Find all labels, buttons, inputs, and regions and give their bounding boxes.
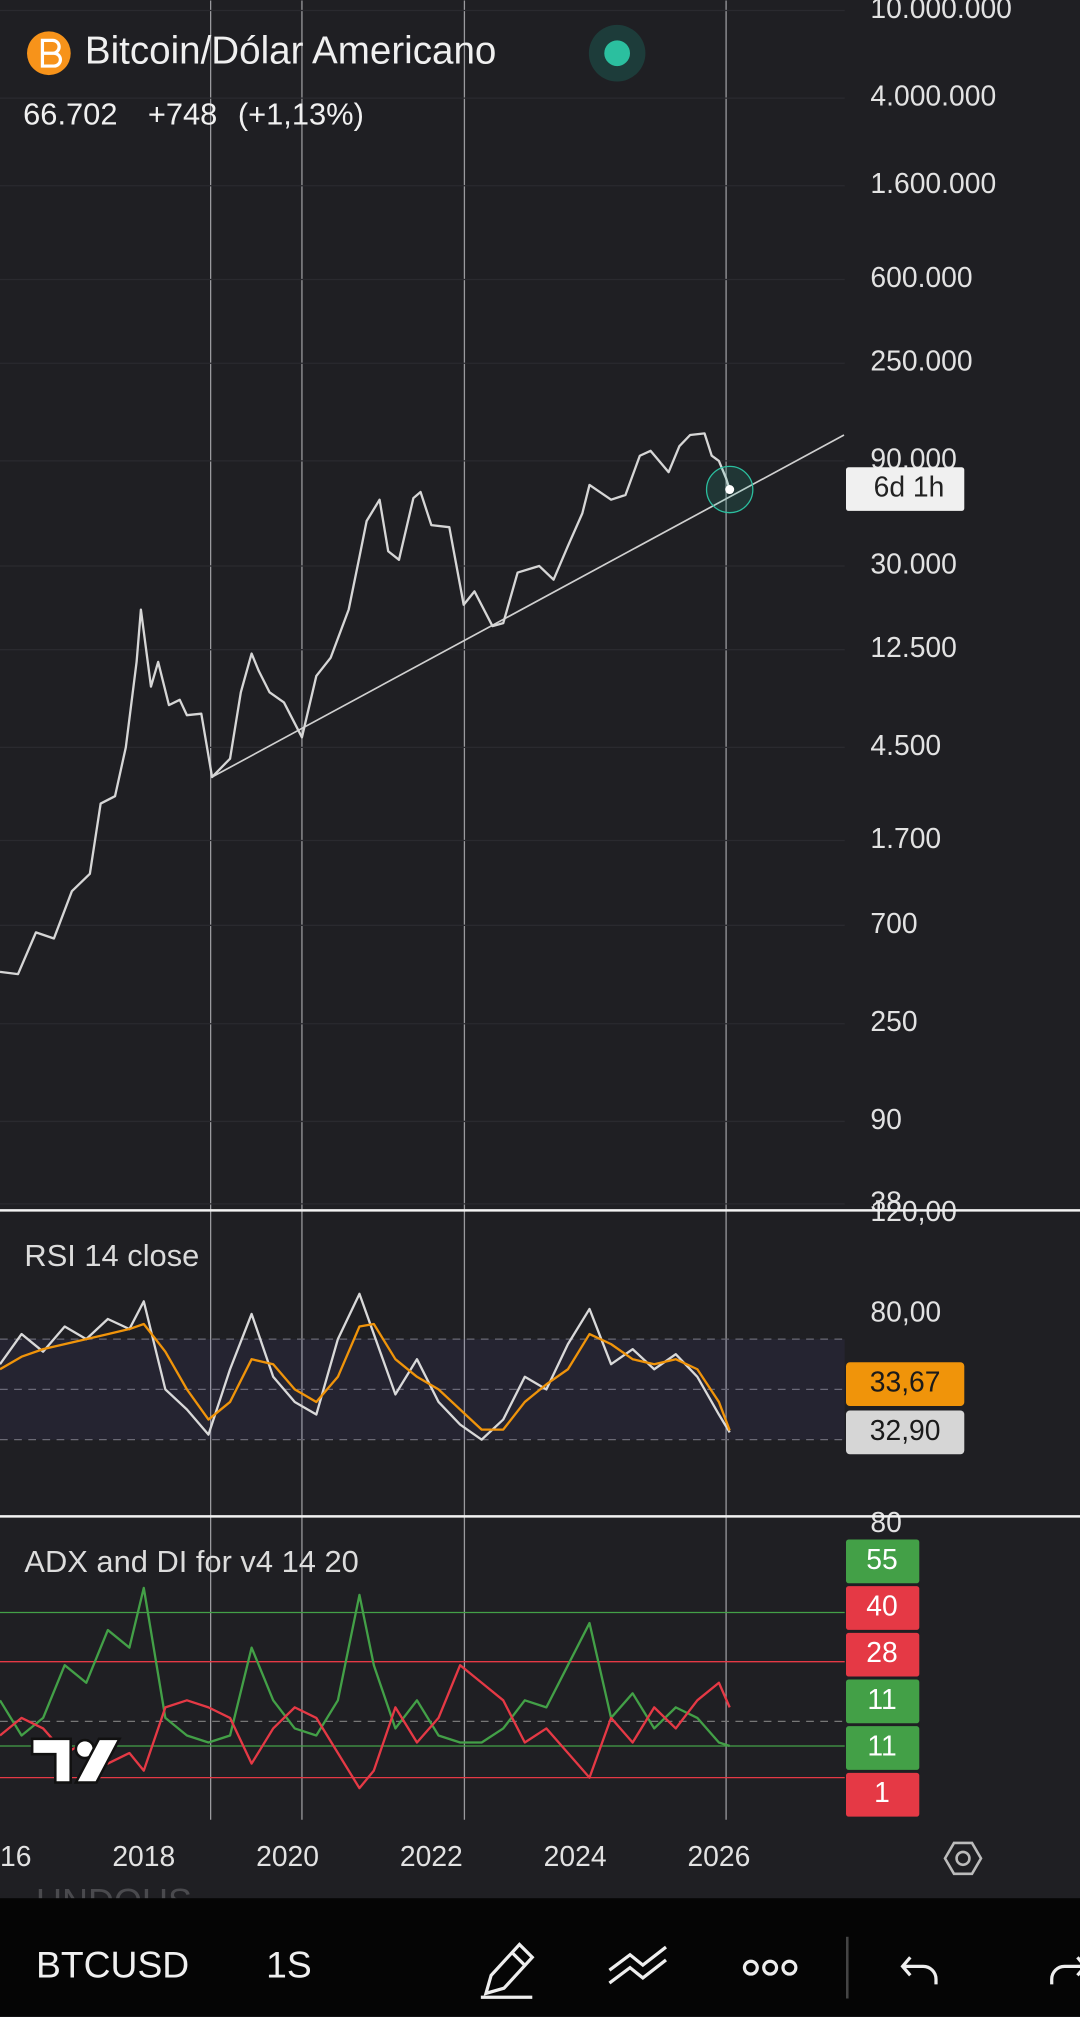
- last-value-tag: [846, 1362, 965, 1406]
- symbol-title[interactable]: Bitcoin/Dólar Americano: [85, 29, 497, 72]
- x-tick-label: 2026: [687, 1840, 750, 1872]
- y-tick-label: 38: [870, 1185, 901, 1217]
- series-line: [0, 1322, 731, 1431]
- more-icon[interactable]: [742, 1959, 798, 1976]
- toolbar-interval[interactable]: 1S: [266, 1943, 312, 1985]
- toolbar-symbol[interactable]: BTCUSD: [36, 1943, 189, 1985]
- x-tick-label: 2020: [256, 1840, 319, 1872]
- x-tick-label: 2024: [544, 1840, 607, 1872]
- pane-title: ADX and DI for v4 14 20: [24, 1544, 358, 1579]
- chart-area: 2016 2018 2020 2022 2024 2026 10.000.000 4.000.…: [0, 0, 1012, 1872]
- countdown-tag: [846, 467, 965, 511]
- value-tag-label: 11: [867, 1683, 896, 1715]
- last-value-tag: [846, 1410, 965, 1455]
- y-tick-label: 30.000: [870, 547, 956, 579]
- price-change: +748: [148, 96, 217, 131]
- value-tag-label: 11: [867, 1730, 896, 1762]
- last-value-label: 32,90: [870, 1414, 941, 1446]
- last-value-label: 33,67: [870, 1366, 941, 1398]
- series-line: [0, 432, 731, 976]
- value-tag: [846, 1726, 920, 1770]
- y-tick-label: 250.000: [870, 345, 972, 377]
- y-tick-label: 700: [870, 907, 917, 939]
- series-line: [0, 1664, 731, 1790]
- toolbar: [0, 1898, 1080, 2017]
- value-tag: [846, 1772, 920, 1817]
- y-tick-label: 4.000.000: [870, 80, 996, 112]
- tradingview-logo: [30, 1737, 122, 1784]
- last-price: 66.702: [23, 96, 117, 131]
- value-tag-label: 40: [866, 1589, 897, 1621]
- value-tag-label: 28: [866, 1636, 897, 1668]
- y-tick-label: 1.600.000: [870, 167, 996, 199]
- last-point: [725, 485, 735, 495]
- coin-glyph: [40, 38, 63, 68]
- status-dot-inner: [604, 40, 630, 67]
- trendline: [211, 434, 845, 778]
- price-change-pct: (+1,13%): [238, 96, 364, 131]
- value-tag: [846, 1586, 920, 1630]
- value-tag-label: 1: [874, 1776, 890, 1808]
- x-tick-label: 2016: [0, 1840, 31, 1872]
- y-tick-label: 80: [870, 1506, 901, 1538]
- value-tag: [846, 1679, 920, 1724]
- level-band: [0, 1339, 845, 1440]
- y-tick-label: 12.500: [870, 631, 956, 663]
- x-tick-label: 2022: [400, 1840, 463, 1872]
- draw-tool-icon[interactable]: [480, 1942, 535, 1999]
- y-tick-label: 1.700: [870, 822, 941, 854]
- value-tag-label: 55: [866, 1543, 897, 1575]
- y-tick-label: 80,00: [870, 1295, 941, 1327]
- redo-icon[interactable]: [1050, 1956, 1080, 1985]
- series-line: [0, 1586, 731, 1748]
- y-tick-label: 250: [870, 1005, 917, 1037]
- settings-icon[interactable]: [943, 1841, 983, 1876]
- value-tag: [846, 1632, 920, 1677]
- countdown-label: 6d 1h: [874, 471, 945, 503]
- y-tick-label: 90: [870, 1103, 901, 1135]
- lines-tool-icon[interactable]: [608, 1945, 667, 1985]
- series-line: [0, 1292, 731, 1441]
- y-tick-label: 600.000: [870, 261, 972, 293]
- x-tick-label: 2018: [112, 1840, 175, 1872]
- undo-icon[interactable]: [900, 1956, 938, 1985]
- y-tick-label: 4.500: [870, 729, 941, 761]
- y-tick-label: 10.000.000: [870, 0, 1011, 24]
- value-tag: [846, 1539, 920, 1584]
- pane-title: RSI 14 close: [24, 1238, 199, 1273]
